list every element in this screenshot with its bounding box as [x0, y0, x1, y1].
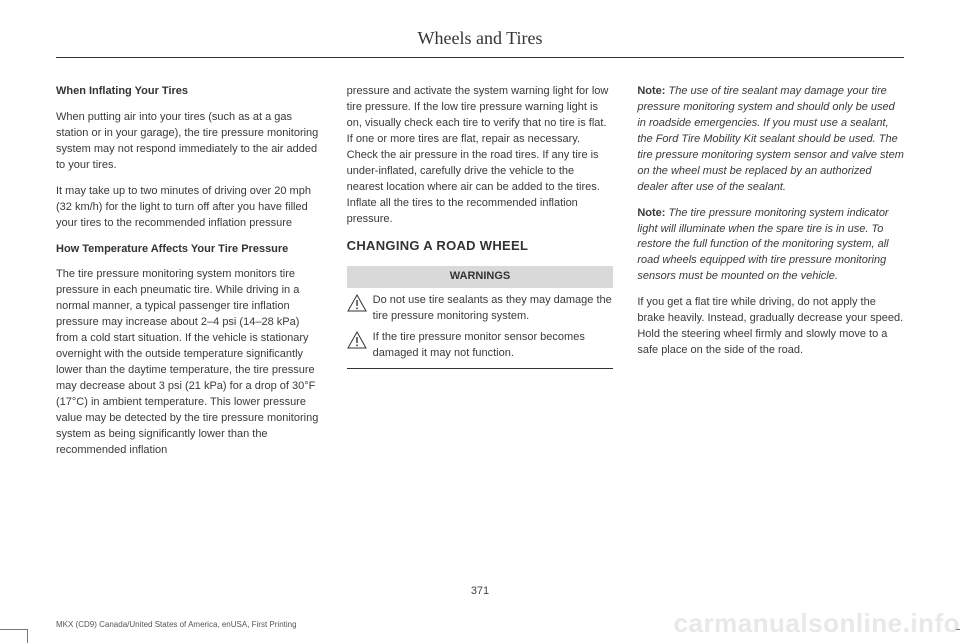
paragraph: When putting air into your tires (such a…: [56, 110, 323, 174]
crop-mark: [956, 629, 960, 643]
header-rule: [56, 57, 904, 58]
watermark: carmanualsonline.info: [674, 608, 960, 639]
subhead-temperature: How Temperature Affects Your Tire Pressu…: [56, 242, 323, 258]
warnings-box: WARNINGS Do not use tire sealants as the…: [347, 266, 614, 369]
subhead-inflating: When Inflating Your Tires: [56, 84, 323, 100]
paragraph: It may take up to two minutes of driving…: [56, 184, 323, 232]
note-body: The tire pressure monitoring system indi…: [637, 207, 888, 283]
warnings-divider: [347, 368, 614, 369]
page-number: 371: [0, 585, 960, 597]
column-3: Note: The use of tire sealant may damage…: [637, 84, 904, 469]
warning-icon: [347, 294, 367, 312]
warning-item: Do not use tire sealants as they may dam…: [347, 288, 614, 325]
paragraph: pressure and activate the system warning…: [347, 84, 614, 227]
warning-icon: [347, 331, 367, 349]
crop-mark: [0, 629, 28, 643]
note-paragraph: Note: The use of tire sealant may damage…: [637, 84, 904, 196]
note-paragraph: Note: The tire pressure monitoring syste…: [637, 206, 904, 286]
warnings-label: WARNINGS: [347, 266, 614, 288]
column-2: pressure and activate the system warning…: [347, 84, 614, 469]
page-title: Wheels and Tires: [56, 28, 904, 57]
content-columns: When Inflating Your Tires When putting a…: [56, 84, 904, 469]
paragraph: The tire pressure monitoring system moni…: [56, 267, 323, 458]
section-changing-wheel: CHANGING A ROAD WHEEL: [347, 237, 614, 256]
note-label: Note:: [637, 207, 665, 219]
warning-text: If the tire pressure monitor sensor beco…: [373, 330, 614, 362]
warning-item: If the tire pressure monitor sensor beco…: [347, 325, 614, 362]
note-label: Note:: [637, 85, 665, 97]
column-1: When Inflating Your Tires When putting a…: [56, 84, 323, 469]
paragraph: If you get a flat tire while driving, do…: [637, 295, 904, 359]
warning-text: Do not use tire sealants as they may dam…: [373, 293, 614, 325]
note-body: The use of tire sealant may damage your …: [637, 85, 904, 193]
page: Wheels and Tires When Inflating Your Tir…: [0, 0, 960, 469]
imprint-line: MKX (CD9) Canada/United States of Americ…: [56, 620, 297, 629]
